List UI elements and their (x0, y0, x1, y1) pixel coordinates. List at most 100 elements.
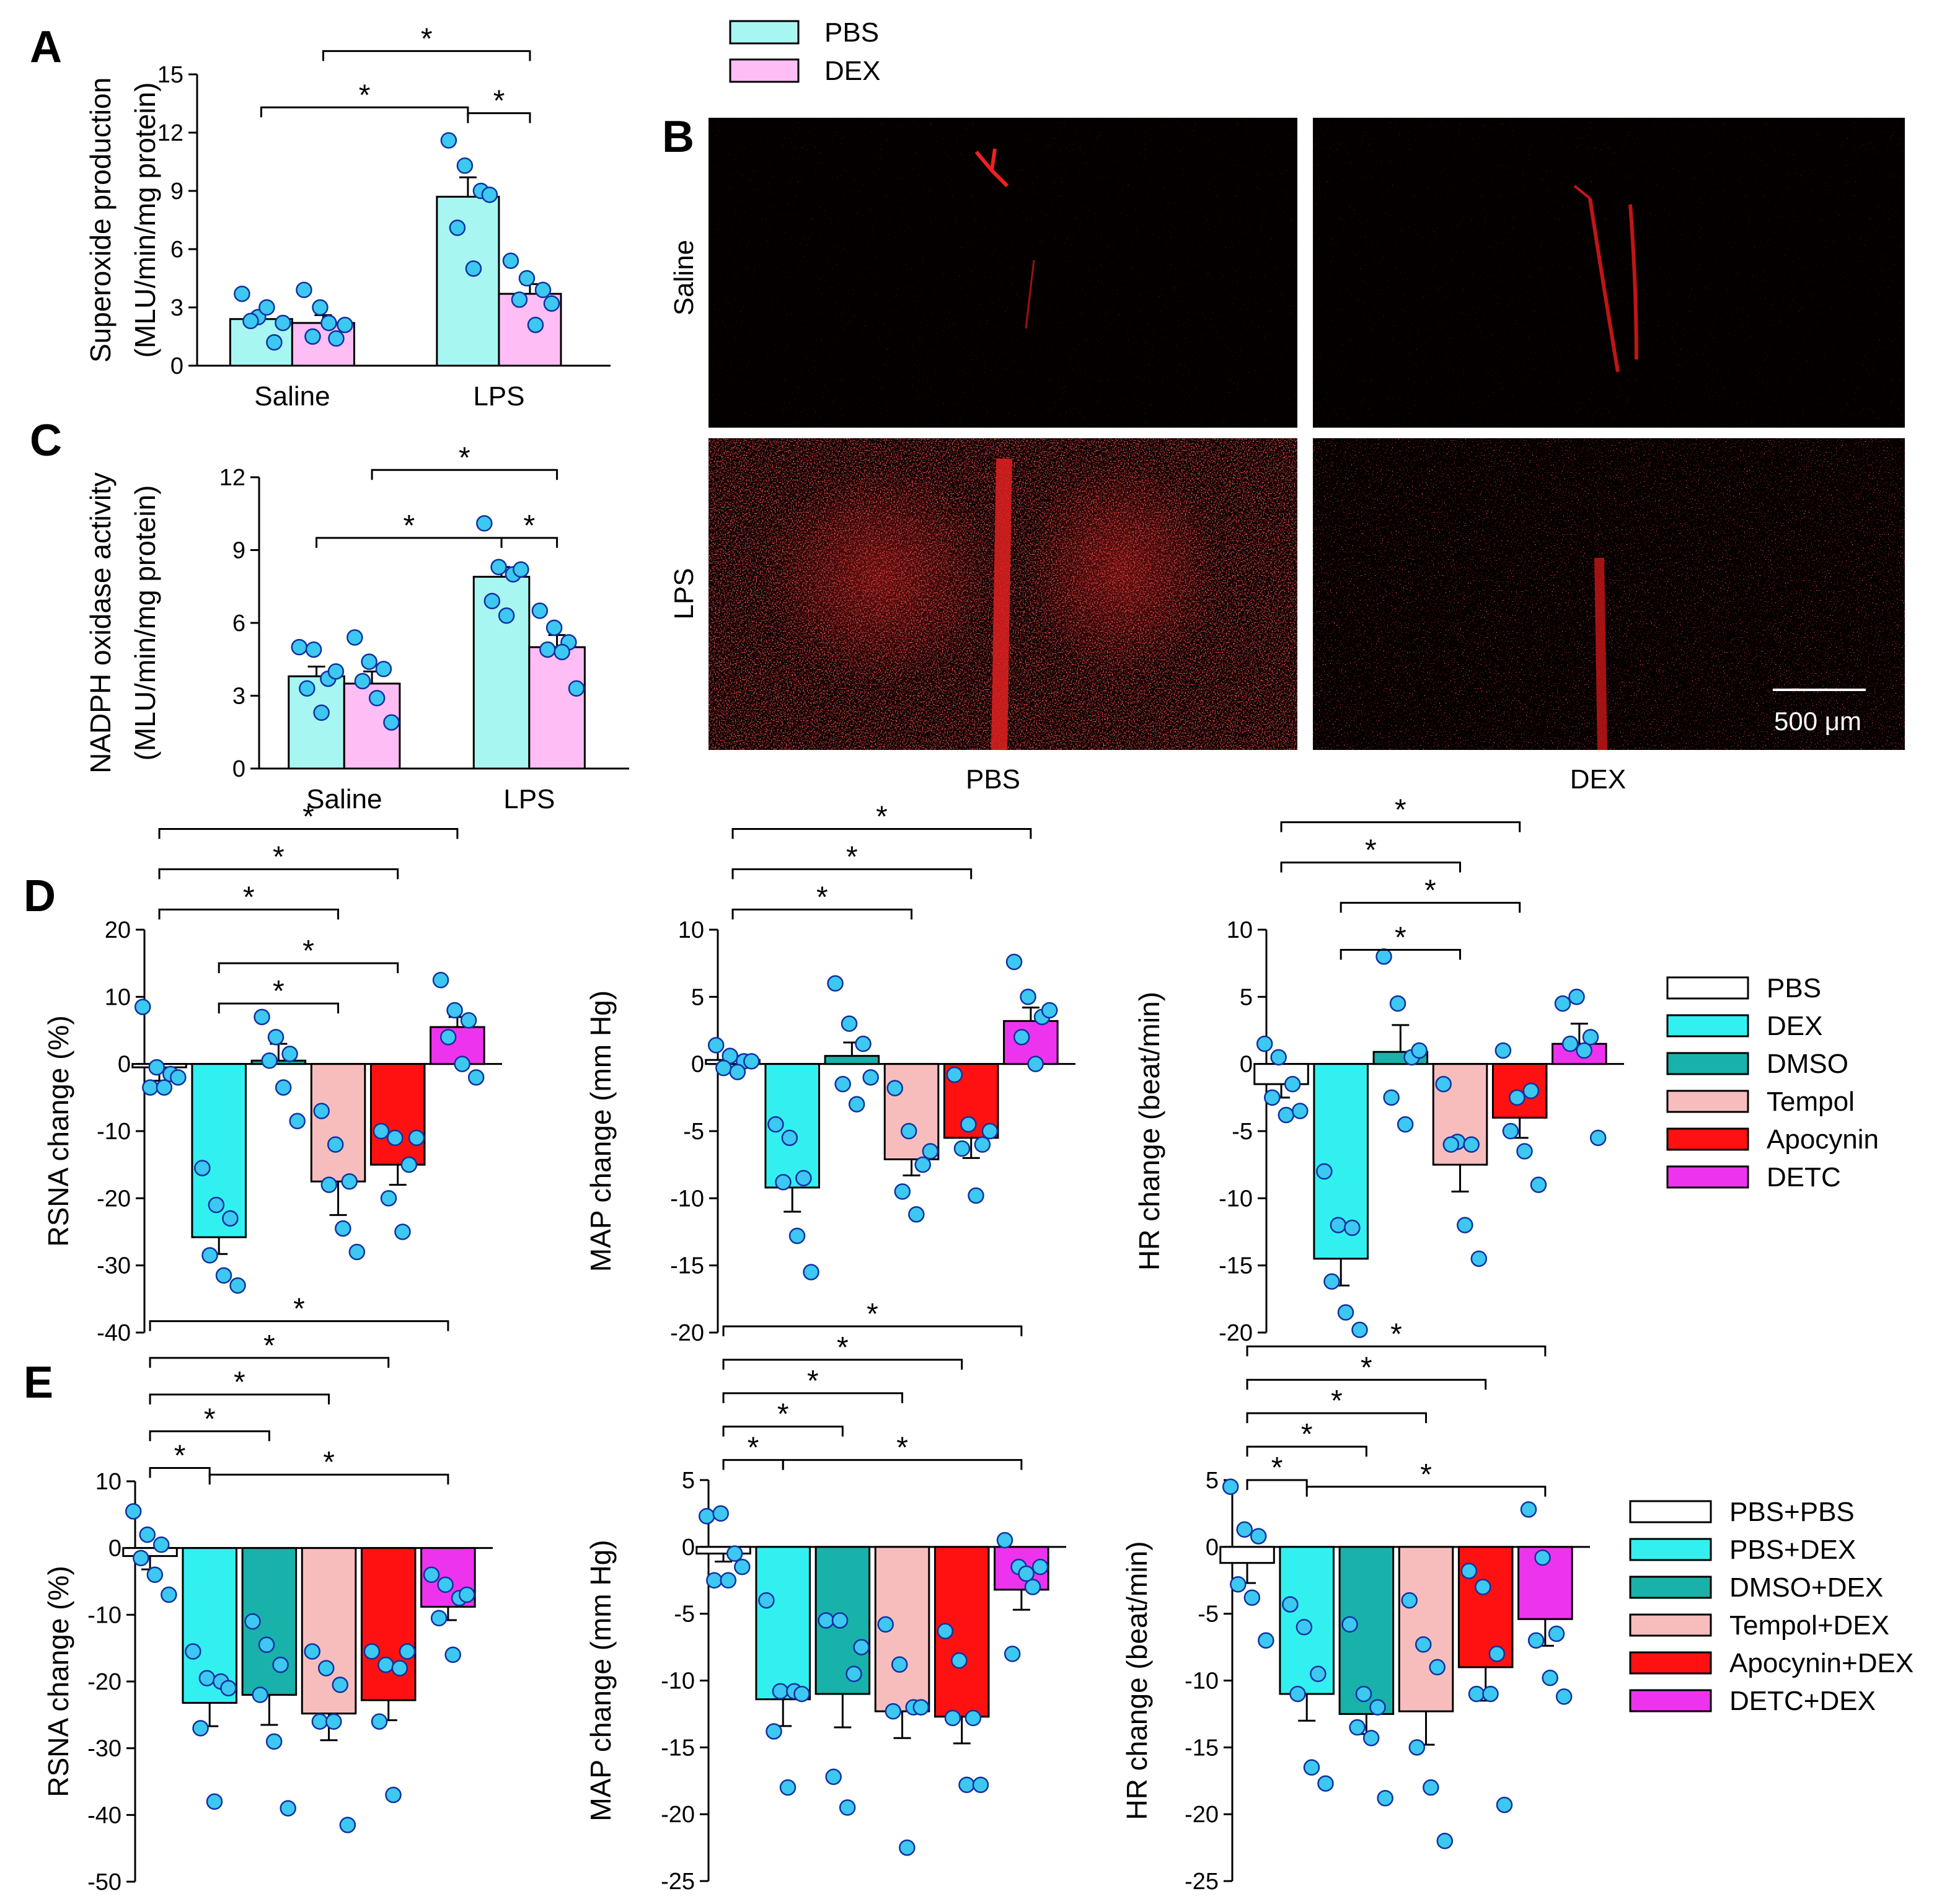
data-point (1377, 1790, 1393, 1807)
y-tick-label: -10 (97, 1119, 131, 1145)
significance-bracket (1340, 902, 1521, 913)
data-point (304, 1643, 320, 1660)
significance-star: * (837, 1331, 849, 1364)
data-point (1530, 1176, 1547, 1193)
y-axis-label: HR change (beat/min) (1121, 1541, 1153, 1820)
micrograph-saline-pbs (709, 118, 1297, 428)
data-point (1243, 1589, 1261, 1606)
data-point (220, 1680, 237, 1697)
y-tick-label: 10 (678, 917, 704, 943)
data-point (377, 1656, 394, 1673)
y-tick-label: -15 (670, 1253, 704, 1279)
data-point (527, 316, 544, 333)
micrograph-lps-dex: 500 μm (1313, 438, 1905, 751)
data-point (1289, 1685, 1306, 1703)
data-point (720, 1572, 737, 1589)
data-point (715, 1059, 732, 1077)
data-point (444, 1646, 461, 1664)
significance-star: * (493, 85, 505, 118)
data-point (877, 1616, 894, 1633)
data-point (914, 1156, 931, 1173)
significance-star: * (777, 1398, 789, 1431)
data-point (325, 1713, 342, 1730)
significance-bracket (1340, 949, 1462, 960)
y-tick-label: -50 (87, 1869, 121, 1895)
data-point (1561, 1035, 1579, 1052)
data-point (1470, 1250, 1488, 1267)
data-point (834, 1075, 851, 1093)
data-point (1509, 1089, 1525, 1106)
significance-bracket (731, 828, 1032, 839)
data-point (1222, 1478, 1239, 1496)
y-tick-label: -10 (661, 1668, 695, 1695)
y-tick-label: 0 (118, 1052, 131, 1078)
chart-d2: -20 -15 -10 -5 0 5 10 MAP change (mm Hg) * * * (585, 801, 1075, 1346)
y-axis-label: (MLU/min/mg protein) (129, 82, 161, 358)
data-point (454, 1056, 470, 1072)
data-point (862, 1069, 879, 1086)
data-point (311, 1713, 329, 1730)
y-axis-label: MAP change (mm Hg) (585, 1540, 617, 1821)
data-point (788, 1227, 806, 1245)
data-point (1004, 1646, 1021, 1662)
data-point (265, 1733, 283, 1750)
data-point (1317, 1775, 1334, 1792)
significance-star: * (204, 1403, 216, 1435)
y-tick-label: 0 (682, 1535, 695, 1561)
data-point (312, 299, 329, 316)
bar (250, 1059, 307, 1065)
bar (310, 1063, 366, 1183)
data-point (1027, 1056, 1044, 1072)
data-point (348, 1243, 366, 1261)
significance-star: * (323, 1446, 335, 1479)
data-point (208, 1196, 225, 1214)
data-point (1256, 1035, 1273, 1052)
legend-swatch (1666, 1014, 1749, 1038)
micrograph-lps-pbs (709, 438, 1297, 751)
legend-swatch (1666, 1165, 1749, 1189)
y-axis-label: RSNA change (%) (42, 1566, 74, 1797)
bar (360, 1547, 417, 1701)
data-point (1475, 1579, 1491, 1595)
data-point (912, 1699, 930, 1716)
data-point (156, 1079, 173, 1096)
data-point (380, 1190, 397, 1207)
legend-swatch (1666, 976, 1749, 1000)
data-point (886, 1080, 903, 1096)
col-label-dex: DEX (1570, 764, 1626, 795)
legend-top: PBS DEX (729, 17, 880, 86)
data-point (758, 1592, 775, 1609)
significance-star: * (896, 1432, 908, 1465)
data-point (1362, 1729, 1380, 1747)
data-point (845, 1665, 862, 1682)
data-point (432, 972, 449, 989)
data-point (795, 1170, 812, 1187)
data-point (368, 690, 386, 707)
y-tick-label: -15 (1219, 1253, 1253, 1279)
y-tick-label: 20 (105, 917, 131, 943)
significance-bracket (1280, 862, 1462, 873)
y-tick-label: -25 (661, 1869, 695, 1895)
data-point (937, 1623, 954, 1639)
y-axis-label: (MLU/min/mg protein) (129, 485, 161, 761)
data-point (317, 1660, 335, 1677)
significance-bracket (722, 1359, 963, 1370)
data-point (922, 1143, 939, 1160)
data-point (446, 1002, 463, 1019)
data-point (252, 1686, 268, 1703)
data-point (698, 1507, 715, 1525)
data-point (299, 680, 316, 697)
data-point (885, 1703, 902, 1720)
data-point (899, 1839, 916, 1856)
significance-bracket (782, 1459, 1023, 1470)
data-point (1548, 1625, 1565, 1642)
data-point (296, 281, 312, 299)
legend-label: DETC+DEX (1729, 1686, 1876, 1716)
data-point (1522, 1082, 1540, 1100)
data-point (894, 1183, 911, 1200)
data-point (1278, 1106, 1295, 1124)
significance-star: * (263, 1329, 275, 1362)
y-tick-label: -10 (1185, 1668, 1219, 1695)
panel-label-b: B (662, 112, 694, 162)
